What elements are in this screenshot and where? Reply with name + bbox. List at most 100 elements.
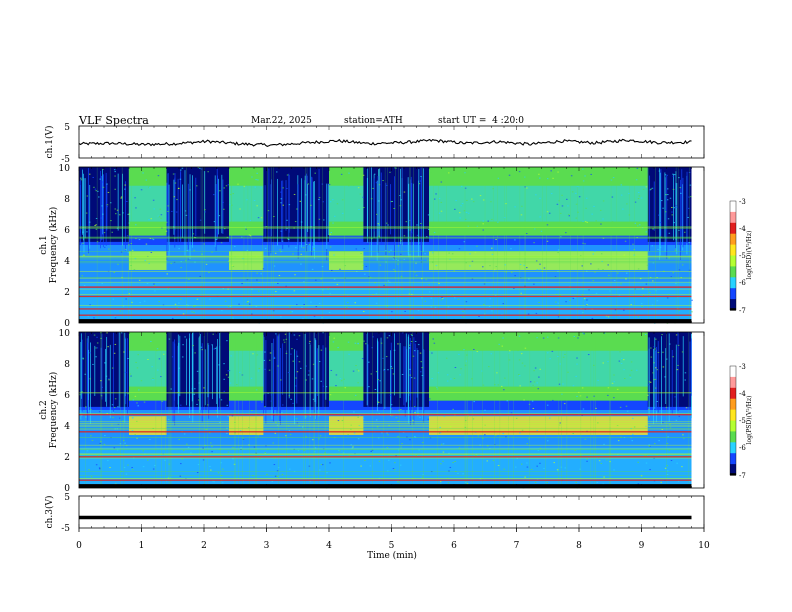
- spec-speckle: [409, 374, 411, 376]
- spec-speckle: [247, 300, 249, 302]
- spec-speckle: [638, 348, 641, 350]
- spec-speckle: [584, 438, 587, 440]
- spec-speckle: [488, 366, 490, 368]
- spec-speckle: [378, 401, 380, 403]
- spec-speckle: [658, 170, 661, 172]
- spec-speckle: [321, 183, 324, 185]
- spec-speckle: [285, 285, 287, 287]
- spec-speckle: [232, 447, 234, 449]
- spec-speckle: [185, 260, 187, 262]
- colorbar-cell: [730, 288, 736, 291]
- spec-speckle: [114, 208, 116, 210]
- spec-speckle: [114, 398, 117, 400]
- spec-speckle: [182, 449, 185, 451]
- spec-speckle: [310, 301, 312, 303]
- spec-speckle: [410, 333, 413, 335]
- spec-speckle: [313, 248, 315, 250]
- spec-speckle: [617, 272, 619, 274]
- spec-speckle: [496, 221, 499, 223]
- spec-speckle: [296, 371, 299, 373]
- spec-speckle: [447, 482, 450, 484]
- spec-speckle: [588, 289, 590, 291]
- spec-speckle: [417, 309, 420, 311]
- spec-speckle: [508, 350, 511, 352]
- ch1-waveform-frame: [78, 125, 705, 159]
- spec-speckle: [586, 304, 588, 306]
- spec-speckle: [294, 274, 296, 276]
- spec-speckle: [614, 309, 617, 311]
- spec-speckle: [81, 391, 83, 393]
- spec-speckle: [347, 341, 350, 343]
- spec-speckle: [460, 205, 462, 207]
- spec-speckle: [465, 211, 468, 213]
- spec-speckle: [112, 411, 115, 413]
- ch1-colorbar-tick-m3: -3: [739, 198, 746, 206]
- spec-speckle: [666, 188, 669, 190]
- spec-speckle: [327, 288, 330, 290]
- spec-speckle: [654, 367, 657, 369]
- colorbar-cell: [730, 246, 736, 249]
- colorbar-cell: [730, 416, 736, 420]
- spec-speckle: [117, 423, 120, 425]
- spec-speckle: [110, 220, 112, 222]
- spec-speckle: [623, 309, 625, 311]
- spec-speckle: [182, 344, 184, 346]
- colorbar-cell: [730, 411, 736, 414]
- spec-speckle: [442, 451, 445, 453]
- spec-speckle: [546, 178, 549, 180]
- spec-speckle: [409, 439, 411, 441]
- spec-speckle: [150, 218, 153, 220]
- spec-speckle: [128, 222, 131, 224]
- spec-speckle: [493, 444, 496, 446]
- spec-speckle: [633, 426, 636, 428]
- spec-speckle: [355, 393, 357, 395]
- spec-speckle: [634, 201, 637, 203]
- colorbar-cell: [730, 295, 736, 298]
- spec-speckle: [484, 409, 486, 411]
- spec-speckle: [333, 254, 335, 256]
- spec-speckle: [135, 238, 137, 240]
- spec-speckle: [333, 337, 335, 339]
- spec-speckle: [370, 373, 373, 375]
- spec-speckle: [198, 382, 200, 384]
- spec-speckle: [535, 312, 538, 314]
- spec-speckle: [415, 454, 418, 456]
- spec-speckle: [258, 395, 261, 397]
- spec-speckle: [295, 377, 297, 379]
- spec-speckle: [645, 231, 648, 233]
- spec-speckle: [344, 265, 347, 267]
- spec-speckle: [638, 224, 641, 226]
- spec-speckle: [290, 398, 292, 400]
- spec-speckle: [261, 234, 263, 236]
- colorbar-cell: [730, 447, 736, 451]
- ch3-ytick-bottom: -5: [61, 524, 70, 534]
- spec-speckle: [246, 279, 249, 281]
- spec-speckle: [250, 377, 253, 379]
- spec-speckle: [131, 430, 134, 432]
- spec-speckle: [380, 342, 383, 344]
- spec-speckle: [670, 276, 673, 278]
- spec-speckle: [104, 435, 106, 437]
- spec-speckle: [210, 469, 212, 471]
- spec-speckle: [524, 476, 526, 478]
- spec-speckle: [564, 467, 567, 469]
- colorbar-cell: [730, 375, 736, 378]
- spec-speckle: [397, 343, 399, 345]
- spec-speckle: [644, 334, 647, 336]
- spec-speckle: [393, 207, 395, 209]
- spec-speckle: [624, 240, 627, 242]
- spec-speckle: [215, 238, 218, 240]
- colorbar-cell: [730, 415, 736, 418]
- spec-speckle: [255, 389, 258, 391]
- spec-speckle: [192, 345, 194, 347]
- colorbar-cell: [730, 424, 736, 427]
- spec-speckle: [262, 268, 265, 270]
- spec-speckle: [502, 303, 505, 305]
- spec-speckle: [476, 245, 478, 247]
- spec-speckle: [632, 402, 635, 404]
- spec-speckle: [152, 239, 155, 241]
- spec-speckle: [690, 196, 692, 198]
- spec-speckle: [582, 408, 585, 410]
- spec-speckle: [567, 213, 570, 215]
- spec-speckle: [556, 469, 559, 471]
